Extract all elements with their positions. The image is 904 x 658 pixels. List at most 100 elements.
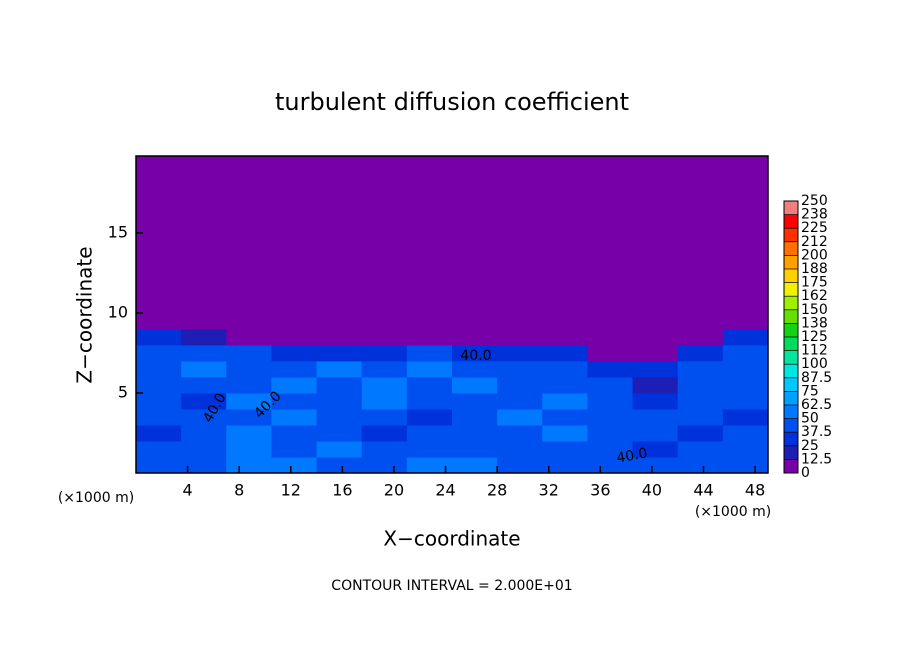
- heat-cell: [587, 344, 634, 362]
- heat-cell: [497, 392, 543, 410]
- x-tick-label: 24: [435, 481, 455, 500]
- colorbar-swatch: [784, 364, 798, 378]
- heat-cell: [677, 424, 724, 442]
- colorbar-swatch: [784, 255, 798, 269]
- heat-cell: [361, 328, 408, 346]
- colorbar-swatch: [784, 445, 798, 460]
- x-tick-label: 40: [642, 481, 662, 500]
- colorbar-swatch: [784, 418, 798, 433]
- heat-cell: [632, 360, 679, 378]
- heat-cell: [677, 344, 724, 362]
- heat-cell: [136, 360, 182, 378]
- heat-cell: [271, 328, 318, 346]
- heat-cell: [226, 376, 272, 394]
- heat-cell: [136, 424, 182, 442]
- heat-cell: [452, 328, 498, 346]
- chart-title: turbulent diffusion coefficient: [275, 88, 629, 116]
- colorbar-label: 12.5: [801, 451, 832, 467]
- heat-cell: [361, 424, 408, 442]
- heat-cell: [632, 328, 679, 346]
- heat-cell: [226, 408, 272, 426]
- colorbar-label: 112: [801, 343, 828, 359]
- heat-cell: [226, 360, 272, 378]
- colorbar-label: 37.5: [801, 424, 832, 440]
- heat-cell: [722, 344, 769, 362]
- heat-cell: [722, 360, 769, 378]
- heat-cell: [316, 360, 363, 378]
- colorbar-label: 212: [801, 234, 828, 250]
- colorbar-swatch: [784, 391, 798, 405]
- colorbar-label: 50: [801, 411, 819, 427]
- heat-cell: [361, 408, 408, 426]
- heat-cell: [452, 424, 498, 442]
- heat-cell: [542, 360, 588, 378]
- heat-cell: [406, 392, 453, 410]
- colorbar-label: 138: [801, 315, 828, 331]
- colorbar-label: 25: [801, 438, 819, 454]
- heat-cell: [497, 408, 543, 426]
- heat-cell: [452, 440, 498, 458]
- x-tick-label: 32: [539, 481, 559, 500]
- colorbar-swatch: [784, 241, 798, 256]
- heat-cell: [181, 392, 227, 410]
- heat-cell: [406, 328, 453, 346]
- heat-cell: [722, 376, 769, 394]
- colorbar-label: 188: [801, 261, 828, 277]
- heat-cell: [632, 376, 679, 394]
- heat-cell: [632, 156, 679, 330]
- heat-cell: [587, 328, 634, 346]
- heat-cell: [542, 156, 588, 330]
- heat-cell: [452, 156, 498, 330]
- heat-cell: [677, 328, 724, 346]
- heat-cell: [497, 344, 543, 362]
- heat-cell: [316, 376, 363, 394]
- heat-cell: [497, 360, 543, 378]
- heat-cell: [542, 424, 588, 442]
- heat-cell: [677, 376, 724, 394]
- heat-cell: [316, 156, 363, 330]
- y-tick-label: 5: [118, 382, 128, 401]
- heat-cell: [587, 376, 634, 394]
- heat-cell: [361, 376, 408, 394]
- heat-cell: [677, 440, 724, 458]
- heat-cell: [226, 456, 272, 474]
- heat-cell: [136, 328, 182, 346]
- heat-cell: [677, 392, 724, 410]
- heat-cell: [181, 360, 227, 378]
- heat-cell: [497, 440, 543, 458]
- heat-cell: [316, 328, 363, 346]
- heat-cell: [181, 424, 227, 442]
- heat-cell: [722, 424, 769, 442]
- heat-cell: [271, 156, 318, 330]
- heat-cell: [226, 440, 272, 458]
- colorbar-swatch: [784, 459, 798, 473]
- heat-cell: [497, 424, 543, 442]
- x-tick-label: 16: [332, 481, 352, 500]
- heat-cell: [406, 408, 453, 426]
- heat-cell: [497, 328, 543, 346]
- heat-cell: [587, 408, 634, 426]
- heat-cell: [316, 408, 363, 426]
- contour-label: 40.0: [615, 445, 648, 466]
- heat-cell: [632, 456, 679, 474]
- heat-cell: [452, 376, 498, 394]
- contour-label: 40.0: [460, 348, 491, 364]
- heat-cell: [406, 456, 453, 474]
- colorbar-swatch: [784, 432, 798, 446]
- heat-cell: [452, 360, 498, 378]
- heat-cell: [406, 440, 453, 458]
- colorbar-label: 200: [801, 247, 828, 263]
- heat-cell: [722, 392, 769, 410]
- heat-cell: [361, 392, 408, 410]
- heat-cell: [722, 456, 769, 474]
- heat-cell: [632, 344, 679, 362]
- colorbar-swatch: [784, 350, 798, 365]
- heat-cell: [361, 440, 408, 458]
- x-unit-label: (×1000 m): [58, 490, 134, 506]
- heat-cell: [587, 360, 634, 378]
- heat-cell: [271, 376, 318, 394]
- colorbar-swatch: [784, 323, 798, 337]
- x-tick-label: 44: [693, 481, 713, 500]
- heat-cell: [181, 408, 227, 426]
